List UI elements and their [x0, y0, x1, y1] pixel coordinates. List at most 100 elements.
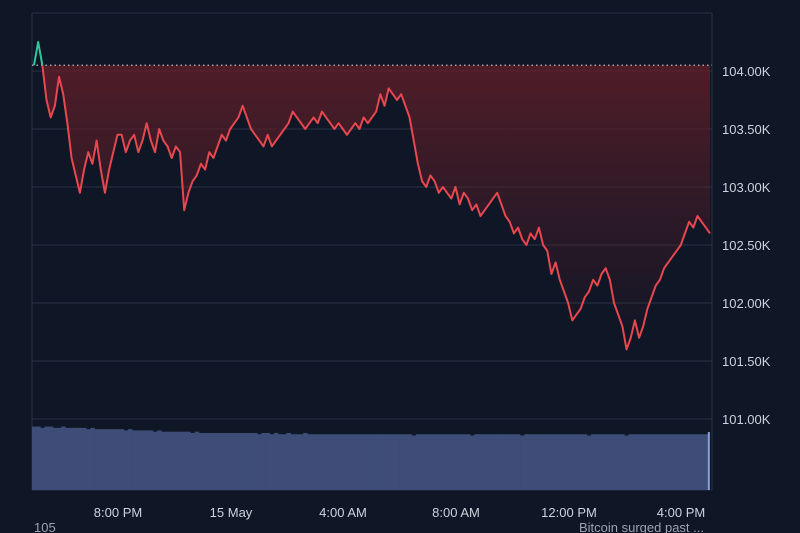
- price-line[interactable]: [33, 41, 711, 351]
- volume-bar: [282, 434, 287, 490]
- volume-bar: [115, 429, 120, 490]
- price-line-down[interactable]: [41, 65, 711, 351]
- volume-bar: [61, 426, 66, 490]
- volume-bar: [136, 430, 141, 490]
- volume-bar: [591, 434, 596, 490]
- volume-bar: [340, 434, 346, 490]
- volume-bar: [236, 432, 241, 490]
- volume-bar: [44, 426, 49, 490]
- volume-bar: [436, 434, 442, 490]
- volume-bar: [374, 434, 379, 490]
- volume-bar: [119, 429, 125, 490]
- y-axis-tick-labels: 101.00K 101.50K 102.00K 102.50K 103.00K 103.5…: [722, 64, 771, 427]
- volume-bar: [470, 435, 475, 490]
- footer-left-text: 105: [34, 520, 56, 533]
- volume-bar: [703, 434, 709, 490]
- volume-bar: [707, 432, 710, 490]
- volume-bar: [390, 434, 396, 490]
- volume-bar: [382, 434, 387, 490]
- volume-bar: [123, 430, 129, 490]
- volume-bar: [432, 434, 437, 490]
- volume-bar: [378, 434, 383, 490]
- volume-bar: [65, 427, 70, 490]
- y-tick-label: 103.00K: [722, 180, 771, 195]
- volume-bar: [657, 434, 663, 490]
- volume-bar: [48, 426, 54, 490]
- volume-bar: [515, 434, 521, 490]
- volume-bar: [632, 434, 638, 490]
- volume-bar: [73, 427, 79, 490]
- volume-bar: [394, 434, 400, 490]
- volume-bar: [269, 434, 275, 490]
- volume-bar: [86, 429, 91, 490]
- volume-bar: [319, 434, 325, 490]
- volume-bar: [228, 432, 233, 490]
- volume-bar: [666, 434, 671, 490]
- volume-bar: [599, 434, 604, 490]
- volume-bar: [415, 434, 421, 490]
- volume-bar: [503, 434, 508, 490]
- volume-bar: [691, 434, 696, 490]
- volume-bar: [102, 429, 108, 490]
- volume-bar: [369, 434, 375, 490]
- volume-bar: [399, 434, 404, 490]
- volume-bar: [298, 434, 304, 490]
- volume-bar: [586, 435, 592, 490]
- x-tick-label: 12:00 PM: [541, 505, 597, 520]
- volume-bar: [194, 431, 200, 490]
- volume-bar: [178, 431, 183, 490]
- volume-bar: [557, 434, 563, 490]
- volume-bar: [223, 432, 229, 490]
- footer-right-text[interactable]: Bitcoin surged past ...: [579, 520, 704, 533]
- volume-bar: [265, 432, 271, 490]
- volume-bar: [478, 434, 483, 490]
- volume-bar: [649, 434, 654, 490]
- volume-bar: [257, 434, 262, 490]
- volume-bar: [219, 432, 225, 490]
- volume-bar: [211, 432, 216, 490]
- volume-bar: [524, 434, 529, 490]
- volume-bar: [428, 434, 433, 490]
- price-area: [34, 65, 710, 350]
- volume-bar: [190, 432, 195, 490]
- volume-bar: [349, 434, 354, 490]
- volume-bar: [57, 427, 62, 490]
- volume-bar: [311, 434, 316, 490]
- x-axis-tick-labels: 8:00 PM 15 May 4:00 AM 8:00 AM 12:00 PM 4:00 …: [94, 505, 705, 520]
- volume-bar: [36, 426, 41, 490]
- volume-bar: [232, 432, 237, 490]
- volume-bar: [386, 434, 392, 490]
- volume-bar: [678, 434, 684, 490]
- area-fill: [34, 65, 710, 350]
- volume-bar: [98, 429, 104, 490]
- volume-bar: [161, 431, 166, 490]
- volume-bar: [424, 434, 429, 490]
- volume-bar: [699, 434, 704, 490]
- volume-bar: [315, 434, 321, 490]
- volume-bar: [77, 427, 83, 490]
- volume-bar: [248, 432, 254, 490]
- volume-bar: [474, 434, 479, 490]
- volume-bar: [528, 434, 533, 490]
- volume-bar: [361, 434, 367, 490]
- volume-bar: [69, 427, 75, 490]
- x-tick-label: 15 May: [210, 505, 253, 520]
- volume-bar: [244, 432, 250, 490]
- y-tick-label: 103.50K: [722, 122, 771, 137]
- volume-bar: [499, 434, 504, 490]
- volume-bar: [82, 427, 87, 490]
- volume-bar: [641, 434, 646, 490]
- volume-bar: [182, 431, 187, 490]
- volume-bar: [240, 432, 246, 490]
- volume-bar: [545, 434, 550, 490]
- volume-bar: [32, 426, 37, 490]
- volume-bar: [152, 431, 158, 490]
- price-line-up[interactable]: [33, 41, 44, 66]
- volume-bar: [511, 434, 517, 490]
- volume-bar: [278, 434, 283, 490]
- volume-bar: [624, 435, 629, 490]
- volume-bars: [32, 426, 710, 490]
- volume-bar: [682, 434, 688, 490]
- volume-bar: [553, 434, 558, 490]
